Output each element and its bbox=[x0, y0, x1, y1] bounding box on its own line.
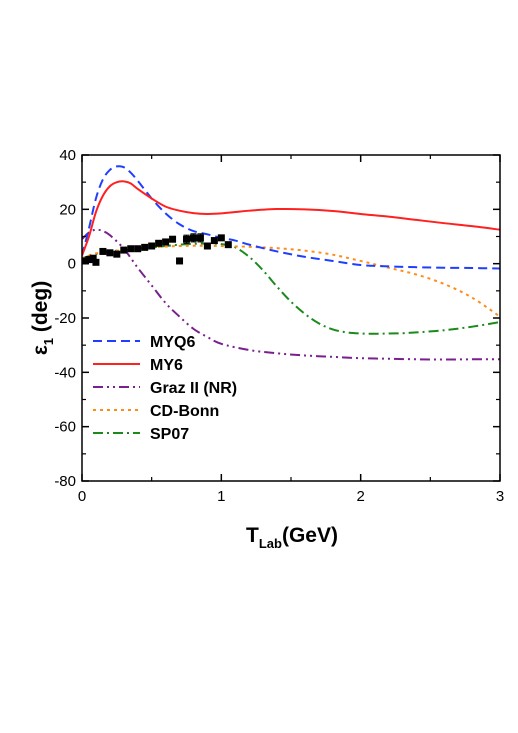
data-point-marker bbox=[113, 250, 121, 258]
data-point-marker bbox=[120, 246, 128, 254]
x-tick-label: 3 bbox=[496, 488, 504, 505]
y-tick-label: -80 bbox=[54, 473, 76, 490]
x-axis-title-main: T bbox=[246, 524, 259, 547]
data-point-marker bbox=[85, 256, 93, 264]
y-tick-label: -20 bbox=[54, 310, 76, 327]
data-point-marker bbox=[155, 239, 163, 247]
data-point-marker bbox=[196, 234, 204, 242]
y-axis-title-sub: 1 bbox=[41, 338, 56, 345]
data-point-marker bbox=[224, 241, 232, 249]
x-axis-title: TLab(GeV) bbox=[246, 524, 338, 551]
data-point-marker bbox=[134, 245, 142, 253]
data-point-marker bbox=[106, 249, 114, 257]
data-point-marker bbox=[162, 238, 170, 246]
data-points-layer bbox=[82, 233, 232, 266]
series-line-graz-ii-nr bbox=[82, 228, 500, 361]
legend-label: SP07 bbox=[150, 426, 189, 443]
data-point-marker bbox=[127, 245, 135, 253]
y-tick-label: -40 bbox=[54, 364, 76, 381]
x-tick-label: 0 bbox=[78, 488, 86, 505]
legend: MYQ6 MY6 Graz II (NR) CD-Bonn SP07 bbox=[93, 334, 237, 443]
series-line-myq6 bbox=[82, 165, 500, 270]
legend-label: Graz II (NR) bbox=[150, 380, 237, 397]
y-tick-label: 20 bbox=[59, 201, 76, 218]
axes-layer: 0 1 2 3 -80 -60 -40 -20 0 20 40 bbox=[54, 147, 504, 505]
series-line-cd-bonn bbox=[82, 244, 500, 318]
data-point-marker bbox=[189, 234, 197, 242]
data-point-marker bbox=[183, 235, 190, 243]
legend-label: MYQ6 bbox=[150, 334, 195, 351]
x-tick-label: 1 bbox=[217, 488, 225, 505]
data-point-marker bbox=[82, 257, 89, 265]
y-axis-title-main: ε bbox=[29, 345, 52, 355]
data-point-marker bbox=[148, 242, 156, 250]
data-point-marker bbox=[92, 258, 100, 266]
y-tick-label: 40 bbox=[59, 147, 76, 164]
series-layer bbox=[82, 165, 500, 361]
legend-label: CD-Bonn bbox=[150, 403, 219, 420]
y-tick-label: -60 bbox=[54, 419, 76, 436]
data-point-marker bbox=[176, 257, 184, 265]
plot-frame bbox=[81, 154, 501, 482]
series-line-my6 bbox=[82, 180, 500, 256]
legend-label: MY6 bbox=[150, 357, 183, 374]
data-point-marker bbox=[217, 234, 225, 242]
data-point-marker bbox=[141, 243, 149, 251]
x-tick-label: 2 bbox=[356, 488, 364, 505]
series-line-sp07 bbox=[82, 242, 500, 335]
data-point-marker bbox=[210, 237, 218, 245]
x-axis-title-sub: Lab bbox=[259, 536, 282, 551]
x-axis-title-unit: (GeV) bbox=[282, 524, 338, 547]
y-tick-label: 0 bbox=[68, 256, 76, 273]
data-point-marker bbox=[89, 254, 97, 262]
data-point-marker bbox=[169, 235, 177, 243]
data-point-marker bbox=[99, 247, 107, 255]
y-axis-title-unit: (deg) bbox=[29, 281, 52, 338]
y-axis-title: ε1 (deg) bbox=[29, 281, 56, 355]
data-point-marker bbox=[203, 242, 211, 250]
